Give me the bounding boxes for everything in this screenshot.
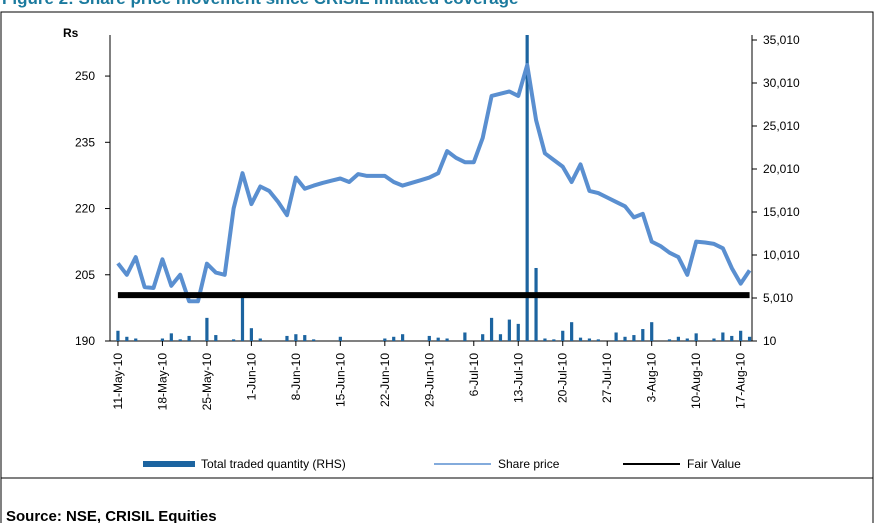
bar <box>205 317 209 341</box>
bar <box>632 335 636 341</box>
bar <box>578 337 583 341</box>
bar <box>392 336 396 341</box>
y-tick-label: 250 <box>75 69 95 83</box>
x-tick-label: 15-Jun-10 <box>333 353 347 407</box>
x-tick-label: 17-Aug-10 <box>734 353 748 409</box>
bar <box>125 336 129 341</box>
bar <box>303 335 307 341</box>
bar <box>570 322 574 341</box>
bar <box>739 330 743 341</box>
x-tick-label: 29-Jun-10 <box>422 353 436 407</box>
y2-tick-label: 10 <box>763 334 777 348</box>
x-tick-label: 18-May-10 <box>155 353 169 411</box>
x-tick-label: 13-Jul-10 <box>511 353 525 403</box>
bar <box>498 334 503 341</box>
x-tick-label: 27-Jul-10 <box>600 353 614 403</box>
frame <box>0 11 874 523</box>
bar <box>240 296 245 341</box>
bar <box>427 335 431 341</box>
bar <box>436 337 440 341</box>
source: Source: NSE, CRISIL Equities <box>6 508 217 523</box>
bar <box>712 338 716 341</box>
bar <box>534 267 538 341</box>
bar <box>730 335 734 341</box>
legend-swatch <box>143 461 195 467</box>
bar <box>516 323 520 341</box>
bar <box>338 336 342 341</box>
y2-tick-label: 15,010 <box>763 205 800 219</box>
bar <box>383 338 387 341</box>
chart-title: Figure 2: Share price movement since CRI… <box>2 0 518 8</box>
x-tick-label: 25-May-10 <box>200 353 214 411</box>
plot: 190 205 220 235 250 10 5,010 10,010 15,010 20,010… <box>75 33 800 471</box>
y-axis-label: Rs <box>63 26 79 40</box>
legend-label: Fair Value <box>687 457 741 471</box>
bar <box>178 339 182 341</box>
plot-area <box>116 35 752 341</box>
bar <box>641 329 645 341</box>
bar <box>623 336 627 341</box>
bar <box>231 339 236 341</box>
bar <box>285 335 289 341</box>
price-line <box>116 63 752 304</box>
y2-tick-label: 35,010 <box>763 33 800 47</box>
bar <box>587 338 592 341</box>
y2-tick-label: 25,010 <box>763 119 800 133</box>
y-tick-label: 220 <box>75 202 95 216</box>
bar <box>160 338 165 341</box>
bar <box>134 338 138 341</box>
x-tick-label: 8-Jun-10 <box>289 353 303 401</box>
legend-label: Total traded quantity (RHS) <box>201 457 346 471</box>
bar <box>614 332 618 341</box>
x-tick-label: 3-Aug-10 <box>645 353 659 403</box>
x-tick-label: 11-May-10 <box>111 353 125 410</box>
bar <box>463 332 467 341</box>
bar <box>543 338 547 341</box>
y-tick-label: 190 <box>75 334 95 348</box>
bar <box>650 322 654 341</box>
x-tick-label: 20-Jul-10 <box>556 353 570 403</box>
bar <box>249 328 253 341</box>
bar <box>481 334 485 341</box>
bar <box>685 338 689 341</box>
bar <box>312 339 316 341</box>
x-tick-label: 1-Jun-10 <box>244 353 258 401</box>
legend-label: Share price <box>498 457 560 471</box>
bar <box>401 334 405 341</box>
y-tick-label: 205 <box>75 268 95 282</box>
bar <box>561 330 565 341</box>
bar <box>294 334 298 341</box>
y2-tick-label: 5,010 <box>763 291 793 305</box>
bar <box>116 330 120 341</box>
y2-tick-label: 30,010 <box>763 76 800 90</box>
x-tick-label: 6-Jul-10 <box>467 353 481 397</box>
bar <box>169 333 173 341</box>
y2-tick-label: 20,010 <box>763 162 800 176</box>
bar <box>694 333 698 341</box>
bar <box>525 35 529 341</box>
bar <box>721 332 725 341</box>
bar <box>489 317 494 341</box>
y2-tick-label: 10,010 <box>763 248 800 262</box>
x-tick-label: 10-Aug-10 <box>689 353 703 409</box>
bar <box>552 339 556 341</box>
bar <box>667 339 672 341</box>
x-tick-label: 22-Jun-10 <box>378 353 392 407</box>
bar <box>676 336 680 341</box>
bar <box>445 338 449 341</box>
bar <box>747 336 752 341</box>
bar <box>187 335 191 341</box>
bar <box>507 319 511 341</box>
bar <box>596 339 600 341</box>
bar <box>214 335 218 341</box>
y-tick-label: 235 <box>75 135 95 149</box>
bar <box>258 338 262 341</box>
